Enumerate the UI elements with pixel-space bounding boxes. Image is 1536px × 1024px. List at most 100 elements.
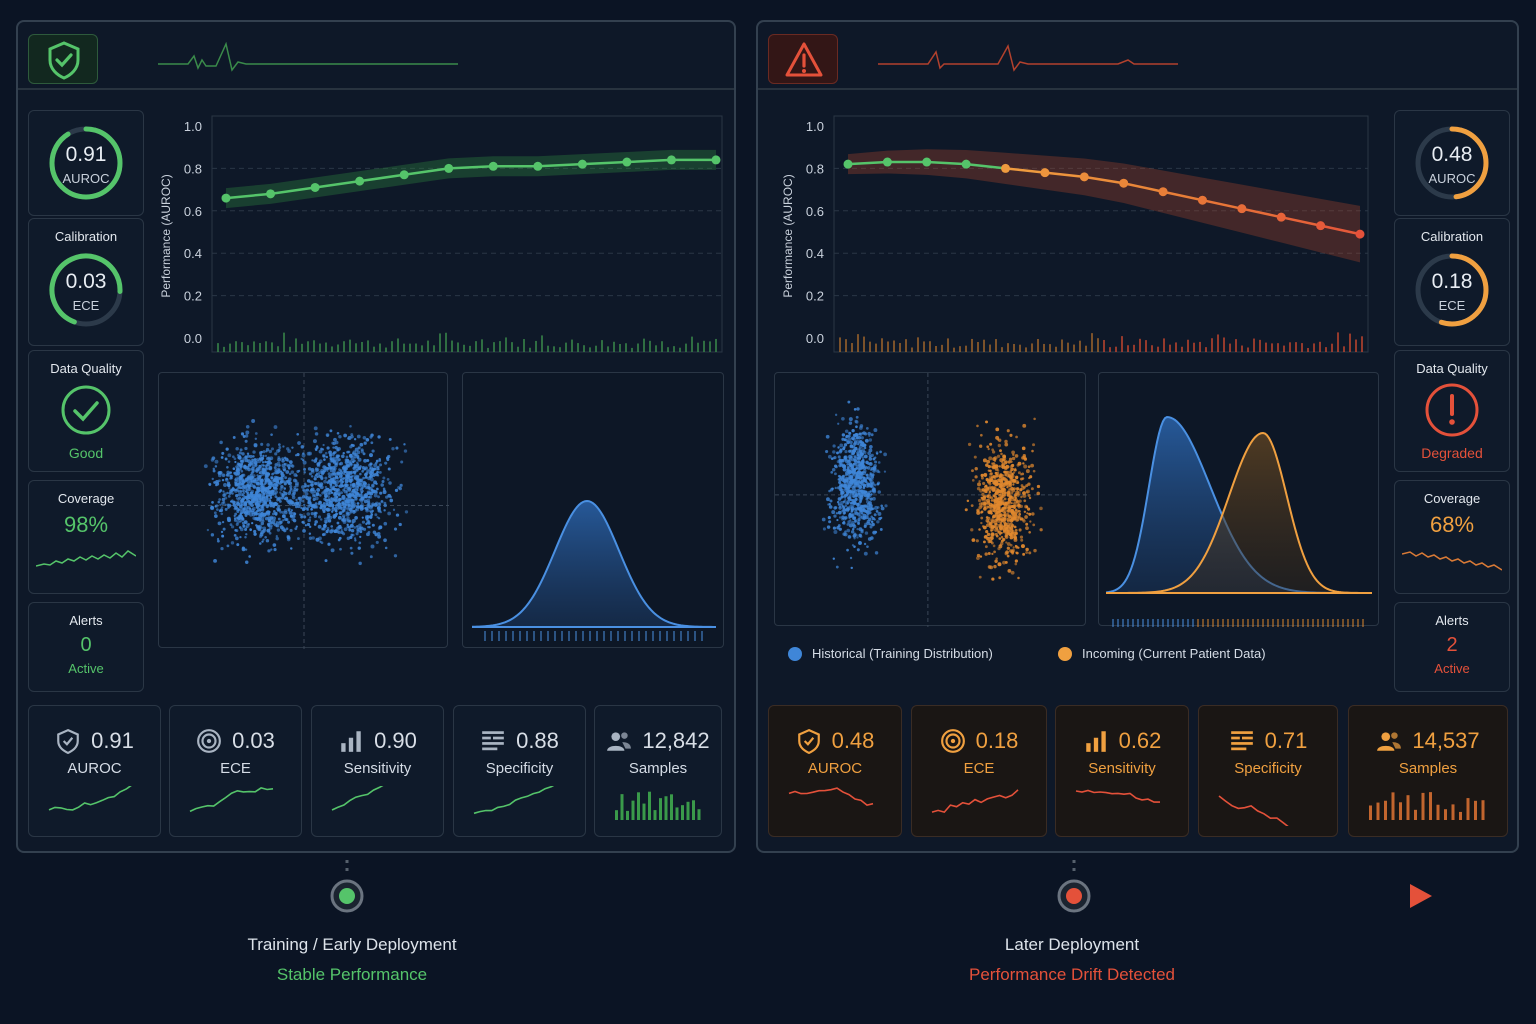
scatter-point: [272, 543, 277, 547]
data-point: [1197, 195, 1207, 205]
metric-card-specificity[interactable]: 0.88 Specificity: [453, 705, 586, 837]
scatter-point: [245, 533, 248, 536]
scatter-point: [868, 523, 872, 526]
timeline-marker-later[interactable]: [1057, 879, 1091, 913]
scatter-point: [223, 492, 227, 496]
scatter-point: [1000, 492, 1004, 496]
scatter-point: [241, 478, 245, 482]
scatter-point: [254, 495, 257, 498]
scatter-point: [849, 490, 854, 495]
scatter-point: [234, 471, 238, 476]
scatter-point: [339, 547, 342, 551]
scatter-point: [229, 474, 233, 478]
scatter-point: [865, 509, 869, 514]
scatter-point: [362, 527, 367, 531]
scatter-point: [1011, 524, 1015, 528]
scatter-point: [338, 468, 341, 472]
scatter-point: [1023, 499, 1027, 503]
metric-card-ece[interactable]: 0.03 ECE: [169, 705, 302, 837]
scatter-point: [999, 458, 1004, 463]
scatter-point: [867, 517, 872, 522]
scatter-point: [232, 503, 237, 507]
scatter-point: [293, 485, 297, 489]
scatter-point: [254, 432, 258, 435]
scatter-point: [980, 521, 983, 525]
scatter-point: [303, 471, 306, 474]
metric-card-sensitivity[interactable]: 0.62 Sensitivity: [1055, 705, 1189, 837]
metric-card-samples[interactable]: 14,537 Samples: [1348, 705, 1508, 837]
scatter-point: [880, 506, 885, 511]
scatter-point: [256, 488, 259, 492]
scatter-point: [338, 511, 343, 516]
scatter-point: [328, 515, 333, 520]
scatter-point: [825, 434, 830, 439]
scatter-point: [858, 540, 862, 545]
scatter-point: [383, 509, 386, 512]
scatter-point: [244, 446, 248, 451]
metric-card-samples[interactable]: 12,842 Samples: [594, 705, 722, 837]
scatter-point: [295, 498, 298, 502]
scatter-point: [304, 485, 307, 488]
scatter-point: [364, 475, 368, 479]
scatter-point: [832, 450, 836, 454]
scatter-point: [842, 467, 847, 472]
warning-triangle-icon: [785, 42, 823, 77]
scatter-point: [344, 479, 349, 484]
scatter-point: [347, 450, 351, 454]
scatter-point: [323, 519, 328, 524]
scatter-point: [850, 566, 853, 570]
scatter-point: [845, 439, 848, 442]
scatter-point: [872, 469, 876, 473]
coverage-card: Coverage 98%: [28, 480, 144, 594]
scatter-point: [842, 464, 847, 469]
scatter-point: [373, 463, 378, 468]
scatter-point: [844, 449, 848, 454]
scatter-point: [856, 548, 860, 552]
scatter-point: [844, 504, 848, 508]
scatter-point: [330, 473, 334, 477]
scatter-point: [393, 554, 398, 558]
scatter-point: [386, 477, 390, 481]
scatter-point: [845, 508, 850, 513]
scatter-point: [862, 469, 867, 474]
scatter-point: [244, 467, 249, 471]
scatter-point: [234, 460, 237, 464]
calibration-gauge: 0.03 ECE: [46, 250, 126, 330]
metric-card-ece[interactable]: 0.18 ECE: [911, 705, 1047, 837]
scatter-point: [852, 468, 856, 473]
scatter-point: [1004, 442, 1009, 447]
scatter-point: [282, 519, 285, 522]
scatter-point: [242, 457, 246, 461]
scatter-point: [844, 486, 849, 491]
scatter-point: [362, 480, 366, 485]
scatter-point: [350, 463, 354, 466]
scatter-point: [323, 458, 326, 461]
scatter-point: [857, 489, 861, 493]
metric-card-specificity[interactable]: 0.71 Specificity: [1198, 705, 1338, 837]
scatter-point: [222, 500, 226, 504]
scatter-point: [874, 551, 879, 555]
scatter-point: [285, 497, 288, 501]
scatter-point: [224, 457, 228, 461]
scatter-point: [354, 452, 358, 457]
scatter-point: [848, 494, 852, 497]
scatter-point: [359, 442, 364, 447]
list-lines-icon: [482, 731, 504, 751]
scatter-point: [1021, 446, 1026, 451]
coverage-value: 98%: [63, 512, 109, 537]
timeline-marker-early[interactable]: [330, 879, 364, 913]
scatter-point: [1015, 517, 1020, 522]
metric-value: 0.91: [91, 728, 134, 753]
scatter-point: [387, 511, 392, 516]
scatter-point: [978, 502, 983, 507]
scatter-point: [1010, 474, 1014, 478]
calibration-title: Calibration: [54, 229, 118, 244]
scatter-point: [830, 470, 834, 474]
metric-card-auroc[interactable]: 0.48 AUROC: [768, 705, 902, 837]
metric-card-auroc[interactable]: 0.91 AUROC: [28, 705, 161, 837]
y-tick-label: 0.0: [806, 331, 824, 346]
early-phase-status: Stable Performance: [276, 965, 428, 984]
confidence-band: [848, 149, 1360, 263]
scatter-point: [267, 504, 270, 507]
metric-card-sensitivity[interactable]: 0.90 Sensitivity: [311, 705, 444, 837]
